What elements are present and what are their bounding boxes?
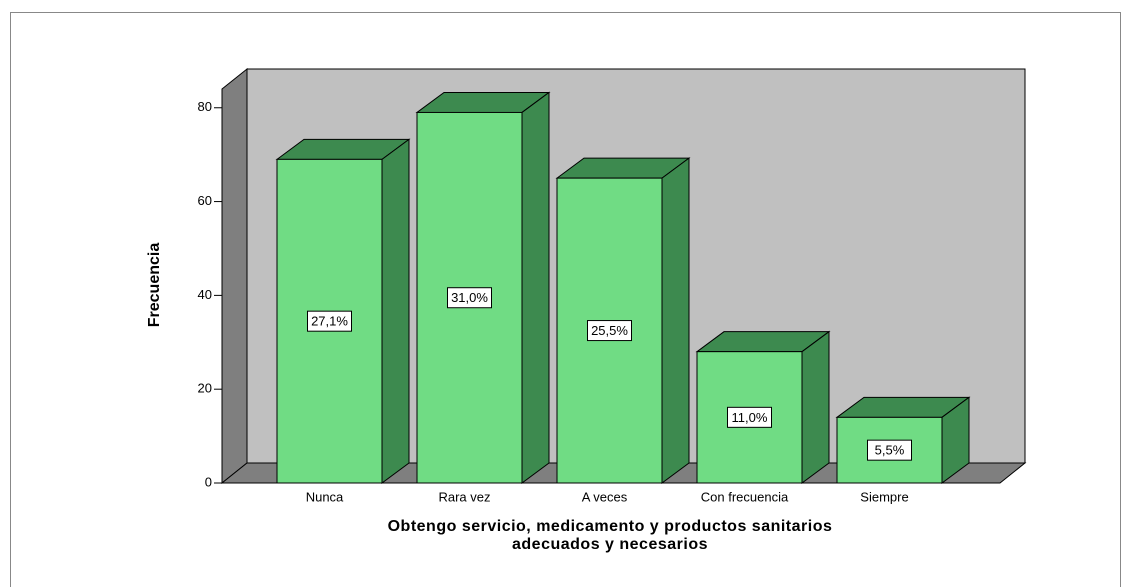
value-label-box	[587, 320, 632, 342]
bar-side	[381, 138, 410, 484]
value-label: 27,1%	[311, 314, 348, 329]
value-label: 25,5%	[591, 323, 628, 338]
x-axis-label: adecuados y necesarios	[512, 536, 708, 553]
bar-side	[661, 157, 690, 484]
value-label-box	[447, 287, 492, 309]
bar-side	[801, 330, 830, 484]
x-tick-label: Nunca	[306, 489, 344, 504]
value-label: 5,5%	[875, 443, 905, 458]
value-label-box	[727, 406, 772, 428]
value-label: 31,0%	[451, 290, 488, 305]
x-axis-label: Obtengo servicio, medicamento y producto…	[388, 518, 833, 535]
x-tick-label: A veces	[582, 489, 628, 504]
x-tick-label: Con frecuencia	[701, 489, 789, 504]
y-tick-label: 0	[205, 474, 212, 489]
y-tick-label: 80	[198, 99, 212, 114]
y-tick-label: 60	[198, 193, 212, 208]
bar-side	[521, 91, 550, 484]
left-wall	[221, 67, 248, 485]
value-label-box	[307, 310, 352, 332]
x-tick-label: Rara vez	[438, 489, 490, 504]
value-label-box	[867, 439, 912, 461]
y-tick-label: 20	[198, 381, 212, 396]
y-axis-label: Frecuencia	[146, 243, 163, 328]
value-label: 11,0%	[732, 410, 768, 425]
y-tick-label: 40	[198, 287, 212, 302]
x-tick-label: Siempre	[860, 489, 908, 504]
